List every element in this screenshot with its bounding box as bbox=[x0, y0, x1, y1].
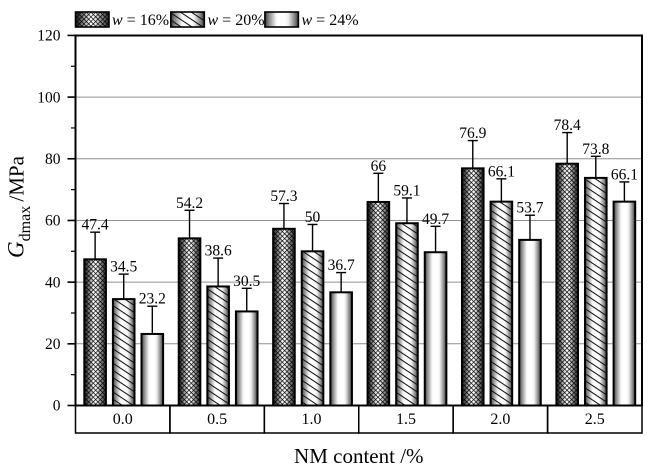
svg-text:0: 0 bbox=[53, 398, 61, 415]
svg-text:76.9: 76.9 bbox=[459, 125, 486, 142]
svg-text:66.1: 66.1 bbox=[611, 166, 638, 183]
svg-text:66: 66 bbox=[371, 158, 387, 175]
svg-text:66.1: 66.1 bbox=[488, 163, 515, 180]
svg-text:73.8: 73.8 bbox=[582, 141, 609, 158]
svg-text:57.3: 57.3 bbox=[270, 188, 297, 205]
svg-text:NM content /%: NM content /% bbox=[294, 444, 423, 468]
svg-text:2.0: 2.0 bbox=[490, 411, 510, 428]
svg-text:50: 50 bbox=[305, 209, 321, 226]
svg-text:47.4: 47.4 bbox=[82, 217, 109, 234]
svg-text:80: 80 bbox=[45, 151, 61, 168]
svg-text:34.5: 34.5 bbox=[110, 259, 137, 276]
svg-text:w = 20%: w = 20% bbox=[208, 12, 265, 29]
svg-text:1.5: 1.5 bbox=[396, 411, 416, 428]
svg-text:59.1: 59.1 bbox=[393, 182, 420, 199]
svg-text:54.2: 54.2 bbox=[176, 195, 203, 212]
svg-text:40: 40 bbox=[45, 274, 61, 291]
svg-text:2.5: 2.5 bbox=[585, 411, 605, 428]
svg-text:1.0: 1.0 bbox=[302, 411, 322, 428]
svg-text:30.5: 30.5 bbox=[233, 273, 260, 290]
svg-text:w = 16%: w = 16% bbox=[112, 12, 169, 29]
svg-text:100: 100 bbox=[37, 89, 61, 106]
svg-text:120: 120 bbox=[37, 28, 61, 45]
svg-text:49.7: 49.7 bbox=[422, 211, 449, 228]
svg-text:w = 24%: w = 24% bbox=[302, 12, 359, 29]
svg-text:36.7: 36.7 bbox=[328, 257, 355, 274]
svg-text:60: 60 bbox=[45, 213, 61, 230]
svg-text:23.2: 23.2 bbox=[139, 291, 166, 308]
svg-text:38.6: 38.6 bbox=[205, 243, 232, 260]
svg-text:0.5: 0.5 bbox=[207, 411, 227, 428]
svg-text:0.0: 0.0 bbox=[113, 411, 133, 428]
svg-text:20: 20 bbox=[45, 336, 61, 353]
svg-text:Gdmax /MPa: Gdmax /MPa bbox=[4, 155, 35, 258]
svg-text:78.4: 78.4 bbox=[554, 117, 581, 134]
svg-text:53.7: 53.7 bbox=[516, 200, 543, 217]
